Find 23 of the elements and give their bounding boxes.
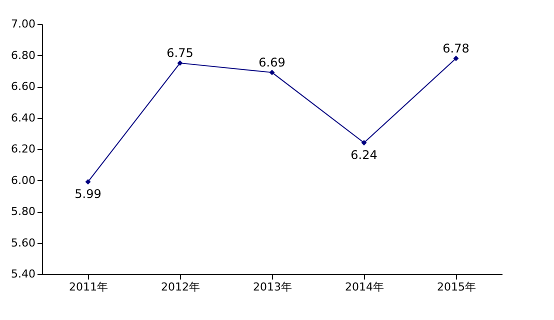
point — [269, 70, 275, 76]
y-tick-label: 6.60 — [11, 80, 36, 93]
y-tick-label: 6.00 — [11, 174, 36, 187]
x-tick-label: 2012年 — [161, 280, 200, 294]
y-tick-label: 7.00 — [11, 18, 36, 30]
y-tick-label: 5.80 — [11, 205, 36, 218]
y-tick-label: 5.60 — [11, 236, 36, 250]
data-label: 6.78 — [442, 41, 470, 56]
x-tick-label: 2013年 — [253, 280, 292, 294]
y-tick-label: 6.80 — [11, 48, 36, 62]
data-label: 6.75 — [166, 46, 194, 60]
point — [177, 60, 183, 66]
y-tick-label: 5.40 — [11, 268, 36, 280]
x-tick-label: 2015年 — [437, 280, 476, 294]
point — [85, 179, 91, 185]
x-tick-label: 2011年 — [69, 280, 108, 294]
data-label: 6.69 — [258, 55, 286, 70]
y-tick-label: 6.40 — [11, 111, 36, 124]
x-tick-label: 2014年 — [345, 280, 384, 294]
data-label: 6.24 — [350, 148, 378, 162]
point — [453, 56, 459, 62]
data-label: 5.99 — [74, 186, 102, 201]
y-tick-label: 6.20 — [11, 142, 36, 156]
